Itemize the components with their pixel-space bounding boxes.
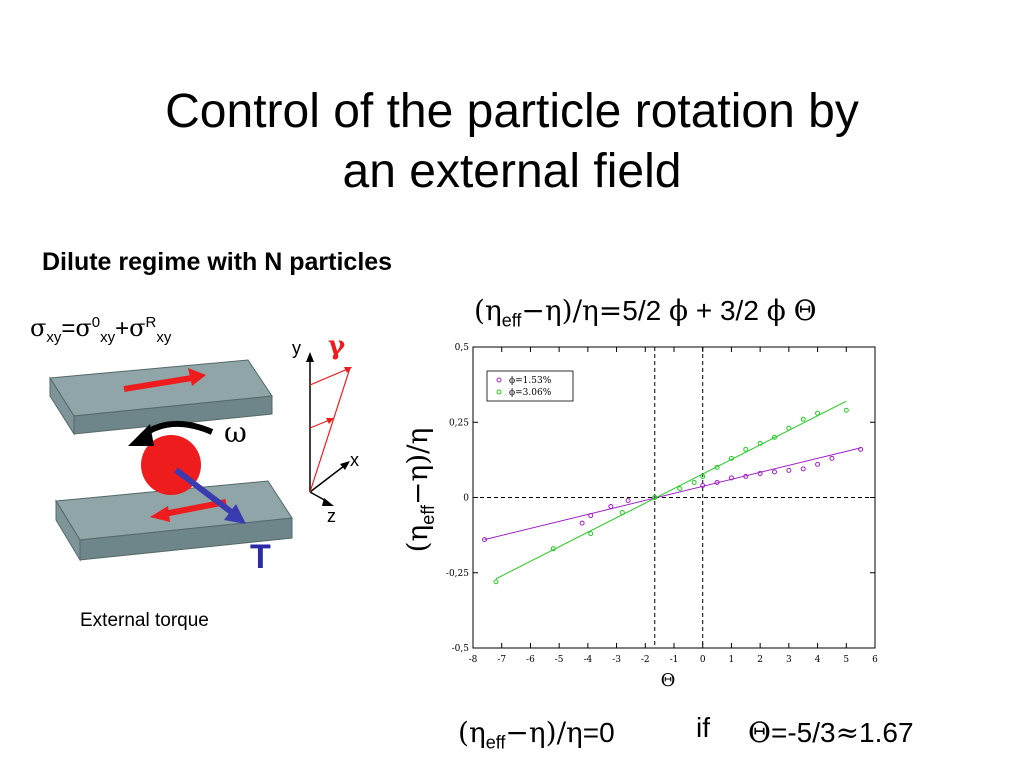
data-point-1 — [728, 475, 734, 481]
data-point-1 — [700, 482, 706, 488]
axis-y-label: y — [292, 338, 301, 358]
data-point-1 — [608, 504, 614, 510]
data-point-1 — [625, 498, 631, 504]
data-point-2 — [619, 510, 625, 516]
data-point-1 — [800, 466, 806, 472]
x-tick-label: 6 — [872, 655, 878, 665]
x-tick-label: -5 — [555, 655, 564, 665]
chart-y-label: (ηeff−η)/η — [401, 427, 438, 553]
data-point-2 — [550, 546, 556, 552]
axis-x-label: x — [350, 450, 359, 470]
zero-condition-formula: (ηeff−η)/η=0 — [458, 716, 615, 753]
data-point-2 — [772, 434, 777, 440]
omega-symbol: ω — [224, 416, 247, 449]
x-tick-label: 3 — [786, 655, 792, 665]
data-point-2 — [786, 425, 792, 431]
data-point-2 — [588, 531, 594, 537]
chart-x-label: Θ — [661, 670, 676, 691]
fit-line-2 — [495, 400, 847, 580]
axis-z-label: z — [327, 506, 336, 526]
y-tick-label: 0,5 — [455, 343, 470, 353]
external-torque-caption: External torque — [80, 610, 209, 631]
x-tick-label: -6 — [526, 655, 535, 665]
data-point-1 — [829, 455, 835, 461]
x-tick-label: 5 — [843, 655, 849, 665]
data-point-1 — [481, 537, 487, 543]
data-point-2 — [800, 416, 806, 422]
data-point-1 — [858, 446, 864, 452]
x-tick-label: -4 — [583, 655, 592, 665]
bottom-plate-arrow — [163, 499, 227, 517]
x-tick-label: 1 — [729, 655, 735, 665]
torque-label: T — [250, 538, 271, 576]
slide-title: Control of the particle rotation by an e… — [0, 82, 1024, 202]
data-point-2 — [652, 495, 658, 500]
stress-equation: σxy=σ0xy+σRxy — [30, 314, 172, 346]
x-tick-label: -1 — [670, 655, 679, 665]
title-line-1: Control of the particle rotation by — [165, 85, 859, 138]
data-point-1 — [743, 473, 749, 479]
data-point-1 — [714, 479, 720, 485]
legend-box — [486, 370, 574, 402]
y-tick-label: -0,5 — [452, 644, 470, 654]
top-plate-arrow — [123, 375, 193, 392]
x-tick-label: -3 — [612, 655, 621, 665]
data-point-1 — [588, 513, 594, 519]
data-point-2 — [743, 446, 749, 452]
y-tick-label: 0 — [463, 494, 469, 504]
data-point-2 — [757, 440, 763, 446]
viscosity-formula: (ηeff−η)/η=5/2 ϕ + 3/2 ϕ Θ — [474, 294, 817, 331]
fit-line-1 — [484, 447, 861, 541]
data-point-2 — [691, 479, 697, 485]
title-line-2: an external field — [342, 145, 682, 198]
x-tick-label: 0 — [700, 655, 706, 665]
legend-label-1: ϕ=1.53% — [509, 376, 552, 386]
if-word: if — [696, 712, 710, 743]
subtitle: Dilute regime with N particles — [42, 248, 393, 276]
legend-marker-1 — [496, 377, 502, 383]
theta-condition: Θ=-5/3≈1.67 — [748, 716, 914, 749]
legend-label-2: ϕ=3.06% — [509, 388, 552, 398]
data-point-1 — [757, 470, 763, 476]
data-point-2 — [714, 464, 720, 470]
data-point-2 — [493, 579, 499, 585]
data-point-1 — [815, 461, 821, 467]
x-tick-label: 2 — [757, 655, 763, 665]
data-point-2 — [728, 455, 734, 461]
torque-arrow — [174, 467, 236, 517]
x-tick-label: -8 — [469, 655, 478, 665]
x-tick-label: -2 — [641, 655, 650, 665]
y-tick-label: 0,25 — [449, 418, 469, 428]
y-tick-label: -0,25 — [446, 569, 469, 579]
data-point-2 — [700, 473, 706, 479]
x-tick-label: 4 — [815, 655, 821, 665]
data-point-2 — [677, 485, 683, 491]
data-point-1 — [579, 520, 585, 526]
data-point-1 — [786, 467, 792, 473]
data-point-2 — [815, 410, 821, 416]
gamma-symbol: γ — [328, 331, 346, 361]
data-point-1 — [772, 469, 777, 475]
legend-marker-2 — [496, 389, 502, 395]
data-point-2 — [843, 407, 849, 413]
x-tick-label: -7 — [497, 655, 506, 665]
